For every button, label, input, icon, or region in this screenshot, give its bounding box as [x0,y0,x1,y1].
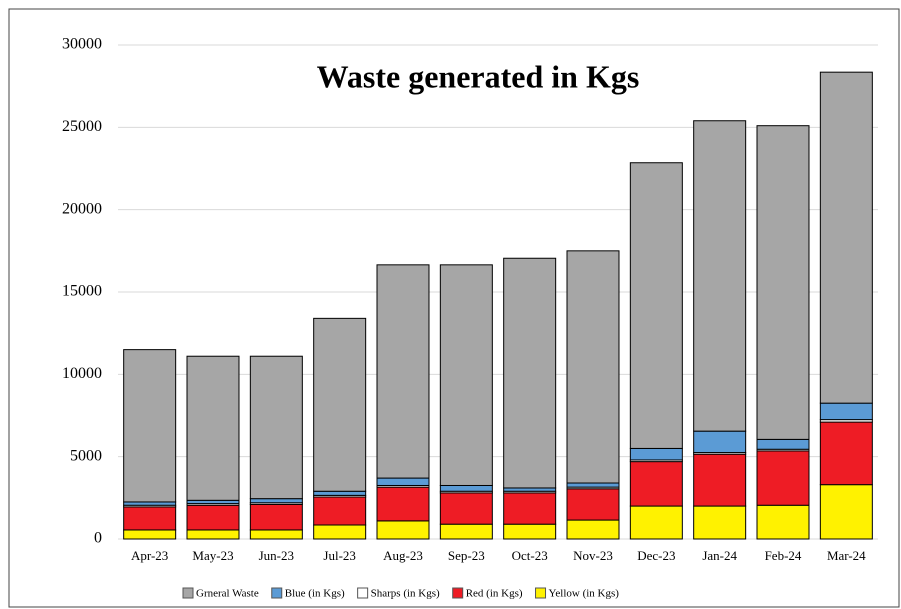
x-tick-label: Dec-23 [637,548,675,563]
bar-segment [249,355,303,500]
x-tick-label: Feb-24 [765,548,802,563]
bar-segment [249,498,303,504]
legend-label: Grneral Waste [196,588,259,600]
x-tick-label: Apr-23 [131,548,168,563]
x-tick-label: Aug-23 [383,548,423,563]
bar-segment [313,496,367,526]
bar-segment [439,264,493,486]
bar-segment [629,461,683,507]
y-tick-label: 5000 [70,447,102,464]
x-tick-label: Jul-23 [323,548,356,563]
bar-segment [819,421,873,486]
bar-segment [376,264,430,479]
bar-segment [123,529,177,540]
bar-segment [693,453,747,507]
x-tick-label: Nov-23 [573,548,613,563]
bar-segment [629,505,683,540]
legend-label: Red (in Kgs) [466,588,523,600]
bar-segment [186,529,240,540]
bar-segment [186,504,240,531]
legend-swatch [271,587,283,599]
bar-segment [819,71,873,404]
x-tick-label: Jan-24 [702,548,737,563]
bar-segment [566,250,620,484]
bar-segment [439,492,493,525]
y-tick-label: 15000 [62,283,102,300]
bar-segment [756,504,810,540]
bar-segment [313,317,367,492]
bar-segment [503,257,557,489]
legend-label: Blue (in Kgs) [285,588,345,600]
bar-segment [819,402,873,421]
bar-segment [439,484,493,492]
y-tick-label: 25000 [62,118,102,135]
bar-segment [756,450,810,506]
bar-segment [566,519,620,540]
x-tick-label: Oct-23 [512,548,548,563]
bar-segment [249,529,303,540]
legend-swatch [357,587,369,599]
legend-label: Sharps (in Kgs) [371,588,440,600]
bar-segment [566,482,620,488]
bar-segment [439,523,493,540]
bar-segment [629,162,683,449]
bar-segment [376,477,430,486]
bar-segment [249,503,303,531]
bar-segment [503,523,557,540]
y-tick-label: 20000 [62,200,102,217]
bar-segment [503,492,557,525]
y-tick-label: 10000 [62,365,102,382]
bar-segment [693,505,747,540]
bar-segment [376,520,430,540]
bar-segment [819,484,873,540]
bar-segment [186,355,240,501]
bar-segment [376,486,430,522]
bar-segment [313,490,367,496]
x-tick-label: Mar-24 [827,548,866,563]
legend-swatch [452,587,464,599]
y-tick-label: 0 [94,530,102,547]
x-tick-label: Jun-23 [259,548,294,563]
chart-title: Waste generated in Kgs [317,58,640,94]
bar-segment [566,488,620,521]
legend-swatch [182,587,194,599]
bar-segment [756,438,810,450]
bar-segment [693,120,747,432]
bar-segment [123,506,177,531]
legend-label: Yellow (in Kgs) [549,588,620,600]
bar-segment [756,125,810,440]
bar-segment [313,524,367,540]
x-tick-label: Sep-23 [448,548,485,563]
y-tick-label: 30000 [62,36,102,53]
bar-segment [629,447,683,461]
legend-swatch [535,587,547,599]
bar-segment [693,430,747,454]
x-tick-label: May-23 [192,548,233,563]
bar-segment [123,349,177,503]
